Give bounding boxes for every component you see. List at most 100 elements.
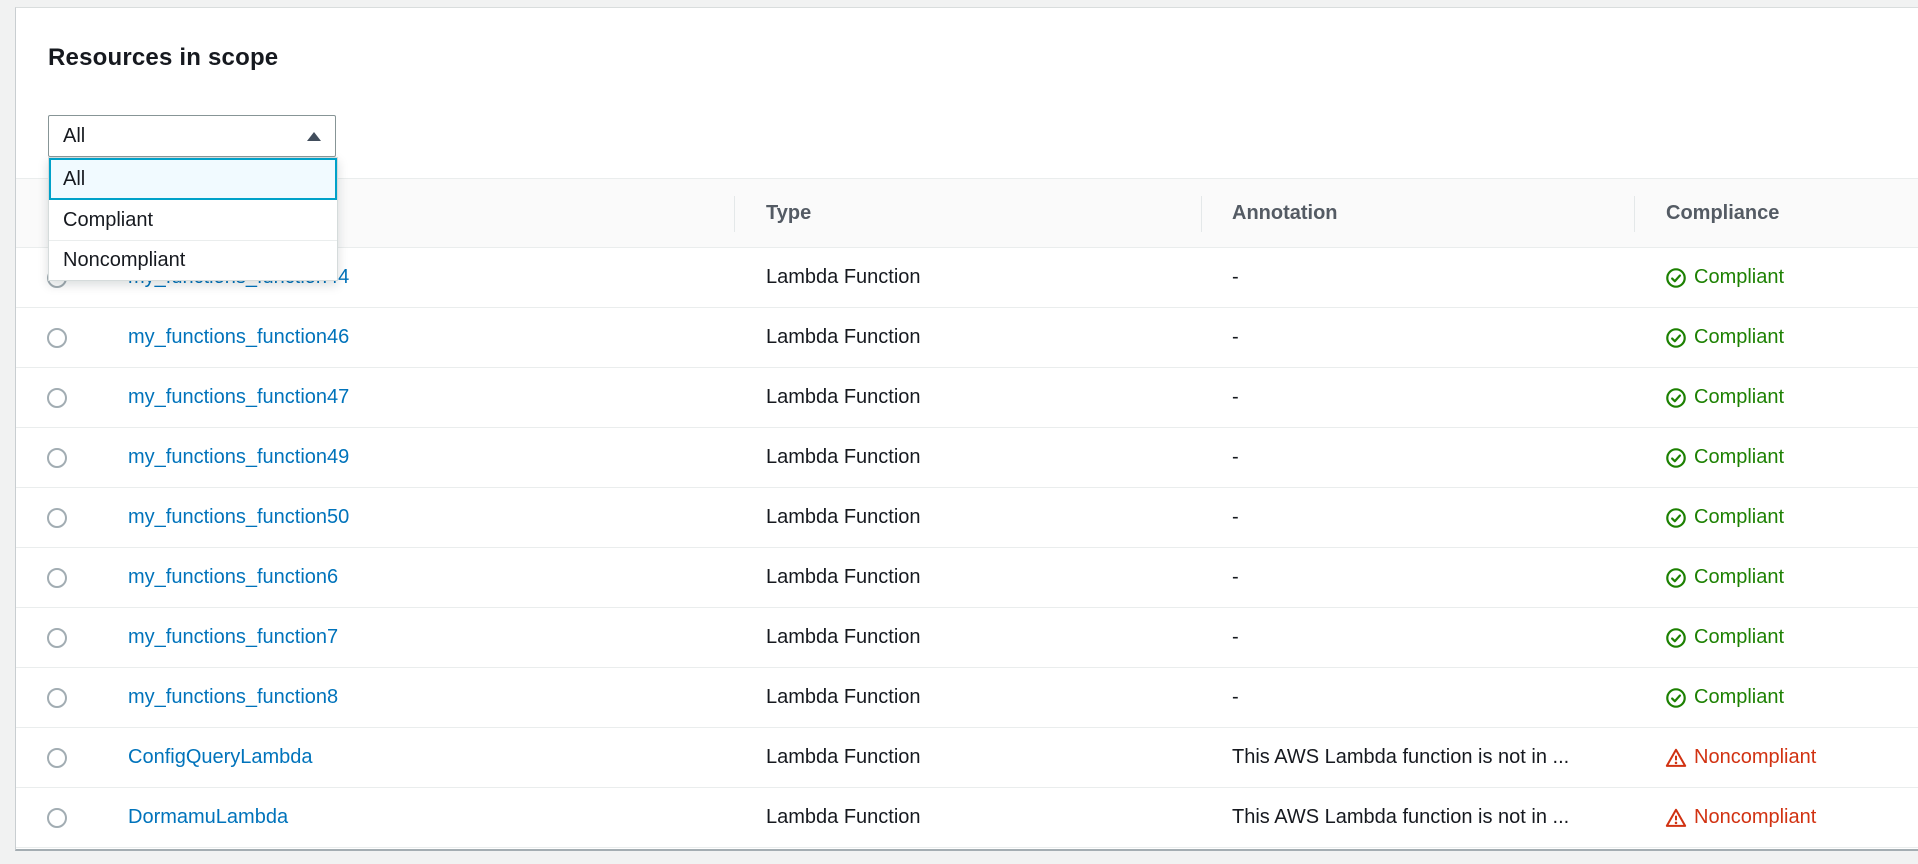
annotation-cell: -	[1232, 266, 1239, 288]
header-divider	[1634, 196, 1635, 232]
table-row: my_functions_function50 Lambda Function …	[16, 488, 1918, 548]
resource-name-cell: my_functions_function46	[128, 308, 349, 367]
resource-type-cell: Lambda Function	[766, 686, 921, 708]
resource-name-cell: ConfigQueryLambda	[128, 728, 313, 787]
resource-name-link[interactable]: DormamuLambda	[128, 806, 289, 828]
resource-name-link[interactable]: my_functions_function47	[128, 386, 350, 408]
compliance-cell: Compliant	[1665, 308, 1784, 367]
row-radio-cell	[47, 428, 67, 487]
resource-name-cell: my_functions_function47	[128, 368, 349, 427]
filter-option-all[interactable]: All	[49, 158, 337, 200]
compliance-status-text: Noncompliant	[1694, 746, 1817, 768]
table-body: my_functions_function44 Lambda Function …	[16, 248, 1918, 848]
check-circle-icon	[1665, 447, 1687, 469]
header-divider	[734, 196, 735, 232]
warning-triangle-icon	[1665, 747, 1687, 769]
compliance-cell: Compliant	[1665, 368, 1784, 427]
compliance-cell: Noncompliant	[1665, 728, 1816, 787]
resource-name-link[interactable]: my_functions_function46	[128, 326, 350, 348]
resources-in-scope-panel: Resources in scope All All Compliant Nonco…	[15, 7, 1918, 851]
annotation-cell: -	[1232, 686, 1239, 708]
filter-option-noncompliant[interactable]: Noncompliant	[49, 240, 337, 280]
row-radio-button[interactable]	[47, 447, 67, 468]
compliance-cell: Compliant	[1665, 488, 1784, 547]
annotation-cell: This AWS Lambda function is not in ...	[1232, 806, 1570, 828]
resource-type-cell: Lambda Function	[766, 746, 921, 768]
resource-type-cell: Lambda Function	[766, 566, 921, 588]
row-radio-cell	[47, 668, 67, 727]
annotation-cell: -	[1232, 506, 1239, 528]
resource-name-cell: my_functions_function50	[128, 488, 349, 547]
row-radio-button[interactable]	[47, 627, 67, 648]
resource-type-cell: Lambda Function	[766, 446, 921, 468]
table-row: my_functions_function8 Lambda Function -…	[16, 668, 1918, 728]
filter-option-compliant[interactable]: Compliant	[49, 200, 337, 240]
compliance-status-text: Compliant	[1694, 446, 1785, 468]
annotation-cell: -	[1232, 326, 1239, 348]
resource-type-cell: Lambda Function	[766, 386, 921, 408]
check-circle-icon	[1665, 267, 1687, 289]
resource-name-cell: my_functions_function49	[128, 428, 349, 487]
caret-up-icon	[307, 131, 321, 141]
row-radio-cell	[47, 788, 67, 847]
check-circle-icon	[1665, 687, 1687, 709]
compliance-status-text: Compliant	[1694, 326, 1785, 348]
row-radio-button[interactable]	[47, 747, 67, 768]
row-radio-cell	[47, 608, 67, 667]
row-radio-button[interactable]	[47, 807, 67, 828]
column-header-compliance: Compliance	[1666, 201, 1780, 224]
compliance-filter-menu: All Compliant Noncompliant	[48, 157, 338, 281]
check-circle-icon	[1665, 627, 1687, 649]
page-title: Resources in scope	[48, 44, 279, 71]
compliance-status-text: Compliant	[1694, 686, 1785, 708]
column-header-annotation: Annotation	[1232, 201, 1338, 224]
resource-type-cell: Lambda Function	[766, 506, 921, 528]
row-radio-cell	[47, 368, 67, 427]
warning-triangle-icon	[1665, 807, 1687, 829]
resource-type-cell: Lambda Function	[766, 626, 921, 648]
compliance-cell: Noncompliant	[1665, 788, 1816, 847]
annotation-cell: This AWS Lambda function is not in ...	[1232, 746, 1570, 768]
resource-name-cell: my_functions_function7	[128, 608, 338, 667]
compliance-cell: Compliant	[1665, 668, 1784, 727]
table-row: DormamuLambda Lambda Function This AWS L…	[16, 788, 1918, 848]
row-radio-cell	[47, 728, 67, 787]
resource-name-link[interactable]: my_functions_function50	[128, 506, 350, 528]
row-radio-button[interactable]	[47, 327, 67, 348]
row-radio-button[interactable]	[47, 507, 67, 528]
compliance-filter-dropdown[interactable]: All	[48, 115, 336, 157]
annotation-cell: -	[1232, 626, 1239, 648]
resources-table: Type Annotation Compliance my_functions_…	[16, 178, 1918, 848]
annotation-cell: -	[1232, 386, 1239, 408]
annotation-cell: -	[1232, 566, 1239, 588]
check-circle-icon	[1665, 507, 1687, 529]
row-radio-button[interactable]	[47, 687, 67, 708]
compliance-cell: Compliant	[1665, 548, 1784, 607]
resource-name-link[interactable]: my_functions_function49	[128, 446, 350, 468]
column-header-type: Type	[766, 201, 812, 224]
resource-name-link[interactable]: my_functions_function7	[128, 626, 339, 648]
table-row: my_functions_function46 Lambda Function …	[16, 308, 1918, 368]
resource-name-link[interactable]: my_functions_function6	[128, 566, 339, 588]
check-circle-icon	[1665, 567, 1687, 589]
resource-type-cell: Lambda Function	[766, 266, 921, 288]
compliance-status-text: Compliant	[1694, 266, 1785, 288]
annotation-cell: -	[1232, 446, 1239, 468]
table-row: my_functions_function7 Lambda Function -…	[16, 608, 1918, 668]
compliance-status-text: Compliant	[1694, 566, 1785, 588]
row-radio-cell	[47, 308, 67, 367]
table-row: ConfigQueryLambda Lambda Function This A…	[16, 728, 1918, 788]
row-radio-button[interactable]	[47, 387, 67, 408]
compliance-status-text: Compliant	[1694, 626, 1785, 648]
resource-name-cell: my_functions_function6	[128, 548, 338, 607]
resource-name-link[interactable]: ConfigQueryLambda	[128, 746, 313, 768]
resource-type-cell: Lambda Function	[766, 806, 921, 828]
resource-name-link[interactable]: my_functions_function8	[128, 686, 339, 708]
compliance-cell: Compliant	[1665, 428, 1784, 487]
resource-name-cell: my_functions_function8	[128, 668, 338, 727]
row-radio-button[interactable]	[47, 567, 67, 588]
table-row: my_functions_function47 Lambda Function …	[16, 368, 1918, 428]
compliance-status-text: Noncompliant	[1694, 806, 1817, 828]
check-circle-icon	[1665, 387, 1687, 409]
resource-type-cell: Lambda Function	[766, 326, 921, 348]
